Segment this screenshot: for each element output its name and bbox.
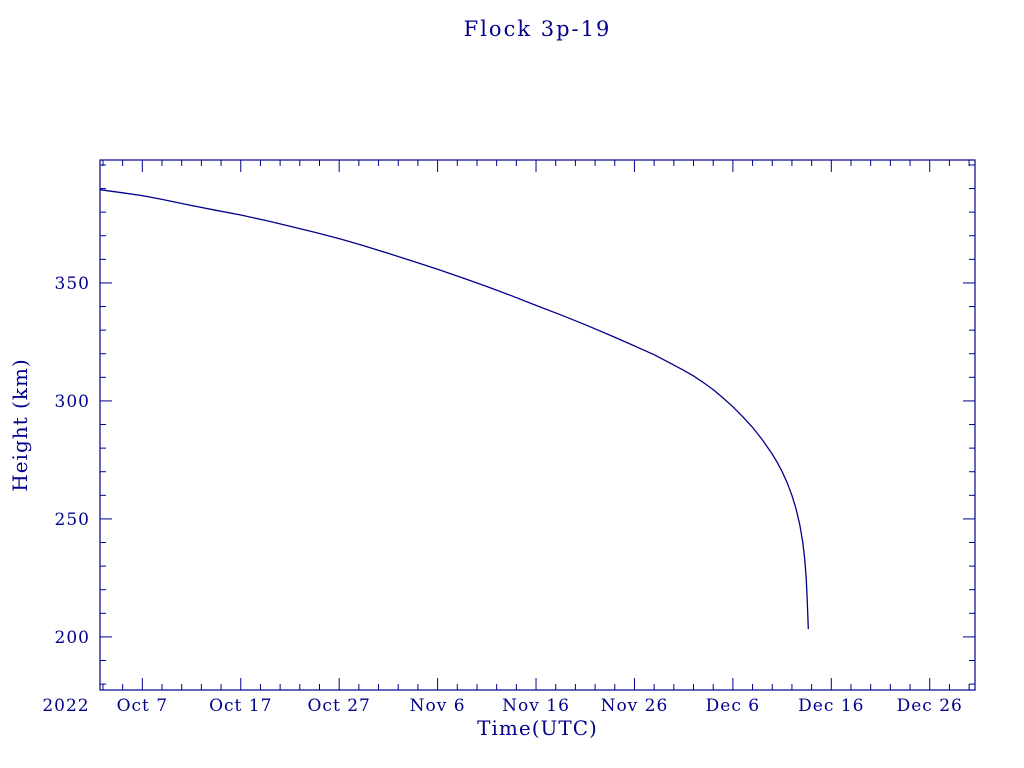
x-tick-label: Dec 26 (897, 696, 963, 716)
x-tick-label: Nov 6 (410, 696, 466, 716)
x-tick-label: Oct 7 (117, 696, 169, 716)
x-axis-label: Time(UTC) (477, 716, 598, 740)
plot-frame (99, 159, 976, 691)
y-tick-label: 350 (55, 274, 90, 294)
x-tick-label: Oct 17 (209, 696, 272, 716)
y-tick-label: 300 (55, 392, 90, 412)
x-tick-label: Dec 6 (706, 696, 760, 716)
x-tick-label: Nov 16 (502, 696, 570, 716)
chart-title: Flock 3p-19 (463, 17, 612, 41)
x-tick-label: Dec 16 (798, 696, 864, 716)
y-tick-label: 200 (55, 628, 90, 648)
x-tick-label: Nov 26 (601, 696, 669, 716)
x-year-label: 2022 (42, 696, 89, 716)
y-tick-label: 250 (55, 510, 90, 530)
decay-curve (99, 189, 809, 630)
x-tick-label: Oct 27 (308, 696, 371, 716)
